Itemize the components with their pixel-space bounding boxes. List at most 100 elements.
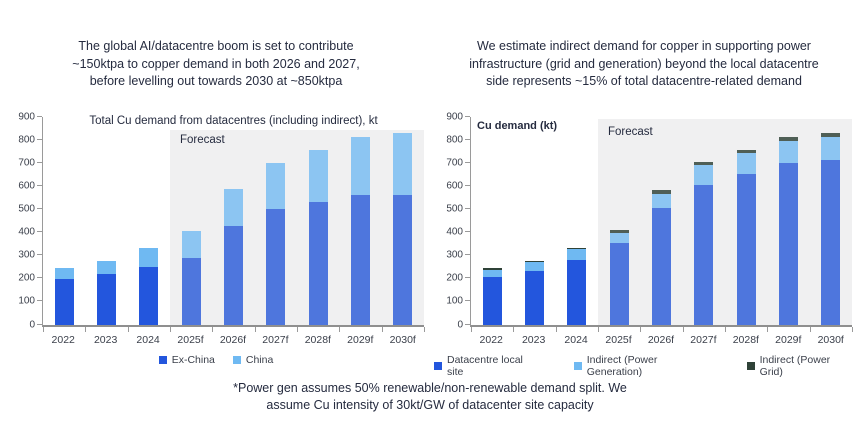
- bar-segment: [821, 159, 841, 325]
- bar-segment: [139, 248, 159, 268]
- plot-area: Forecast Total Cu demand from datacentres…: [18, 111, 425, 332]
- legend-swatch: [746, 361, 755, 370]
- y-axis-tick: [465, 161, 470, 163]
- bar-slot: [85, 117, 127, 325]
- y-axis-label: 0: [457, 319, 463, 330]
- y-axis-tick: [37, 231, 42, 233]
- y-axis-label: 400: [18, 226, 35, 238]
- chart-title: Cu demand (kt): [477, 119, 558, 132]
- y-axis-tick: [37, 138, 42, 140]
- bar: [524, 260, 544, 325]
- x-axis-labels: 2022 2023 2024 2025f 2026f 2027f 2028f 2029f 203…: [42, 334, 424, 346]
- legend-swatch: [434, 361, 442, 370]
- forecast-label: Forecast: [608, 125, 653, 138]
- x-axis-tick: [212, 326, 214, 332]
- bar-segment: [308, 202, 328, 325]
- x-axis-tick: [297, 326, 298, 332]
- y-axis-label: 800: [446, 134, 463, 146]
- bar: [651, 189, 671, 325]
- x-axis-tick: [170, 326, 171, 332]
- y-axis-tick: [465, 254, 470, 256]
- bar-slot: [556, 117, 598, 325]
- bar-slot: [810, 117, 852, 325]
- bar-segment: [96, 261, 116, 274]
- bar-slot: [471, 117, 513, 325]
- x-axis-label: 2024: [564, 333, 588, 346]
- y-axis-label: 500: [446, 203, 463, 215]
- legend-label: Indirect (Power Grid): [759, 353, 831, 378]
- bar-slot: [767, 117, 809, 325]
- x-axis-tick: [43, 326, 44, 332]
- bar-slot: [513, 117, 555, 325]
- x-axis-tick: [513, 326, 515, 332]
- bar: [54, 267, 74, 325]
- bar: [736, 149, 756, 325]
- bar-slot: [382, 117, 424, 325]
- bar-segment: [524, 270, 544, 325]
- bar-segment: [223, 226, 243, 325]
- left-chart-headline: The global AI/datacentre boom is set to …: [72, 39, 360, 88]
- legend-label: China: [245, 353, 274, 366]
- bar-segment: [778, 163, 798, 325]
- bar-segment: [223, 189, 243, 227]
- legend-label: Ex-China: [171, 353, 215, 366]
- bar: [139, 248, 159, 325]
- bar-slot: [683, 117, 725, 325]
- y-axis-label: 300: [446, 249, 463, 261]
- bar-segment: [482, 267, 502, 270]
- bar-slot: [640, 117, 682, 325]
- bar-segment: [524, 260, 544, 263]
- bar: [266, 162, 286, 325]
- bar: [393, 132, 413, 325]
- chart-title: Total Cu demand from datacentres (includ…: [89, 114, 378, 127]
- bar-segment: [651, 207, 671, 325]
- bar: [821, 132, 841, 325]
- plot-area: Forecast Cu demand (kt) 0 100 200 300 400 500 60…: [446, 111, 853, 332]
- bar-slot: [170, 117, 212, 325]
- bar-segment: [694, 165, 714, 185]
- x-axis-tick: [339, 326, 341, 332]
- bar-segment: [694, 162, 714, 166]
- x-axis-tick: [555, 326, 557, 332]
- x-axis-label: 2027f: [262, 333, 289, 346]
- x-axis-tick: [852, 326, 853, 332]
- bar-segment: [266, 162, 286, 209]
- bar: [308, 150, 328, 325]
- y-axis-tick: [37, 277, 42, 279]
- y-axis-label: 600: [446, 180, 463, 192]
- bar-slot: [598, 117, 640, 325]
- bar-segment: [567, 259, 587, 325]
- bar-slot: [128, 117, 170, 325]
- x-axis-tick: [809, 326, 811, 332]
- legend-label: Indirect (Power Generation): [586, 353, 658, 378]
- x-axis-label: 2027f: [690, 333, 717, 346]
- bar-segment: [778, 137, 798, 141]
- bar-segment: [350, 137, 370, 196]
- bar-segment: [567, 249, 587, 260]
- bar-segment: [393, 132, 413, 195]
- bar-segment: [181, 230, 201, 258]
- bar-slot: [43, 117, 85, 325]
- x-axis-label: 2024: [136, 333, 160, 346]
- x-axis-tick: [725, 326, 726, 332]
- y-axis-tick: [37, 184, 42, 186]
- bar-slot: [212, 117, 254, 325]
- x-axis-label: 2023: [521, 333, 546, 346]
- x-axis-label: 2028f: [732, 333, 759, 346]
- bar: [96, 261, 116, 325]
- x-axis-label: 2030f: [389, 333, 416, 346]
- y-axis-label: 200: [446, 272, 463, 284]
- y-axis-label: 900: [446, 111, 463, 122]
- x-axis-tick: [471, 326, 472, 332]
- bar-segment: [567, 247, 587, 250]
- legend-swatch: [573, 361, 582, 370]
- y-axis-tick: [37, 115, 42, 117]
- bar-segment: [54, 267, 74, 280]
- x-axis-tick: [598, 326, 599, 332]
- bar-segment: [736, 152, 756, 175]
- y-axis-label: 600: [18, 180, 35, 192]
- bar-slot: [725, 117, 767, 325]
- figure-left: The global AI/datacentre boom is set to …: [6, 38, 426, 378]
- bar-segment: [482, 269, 502, 277]
- y-axis-tick: [37, 254, 42, 256]
